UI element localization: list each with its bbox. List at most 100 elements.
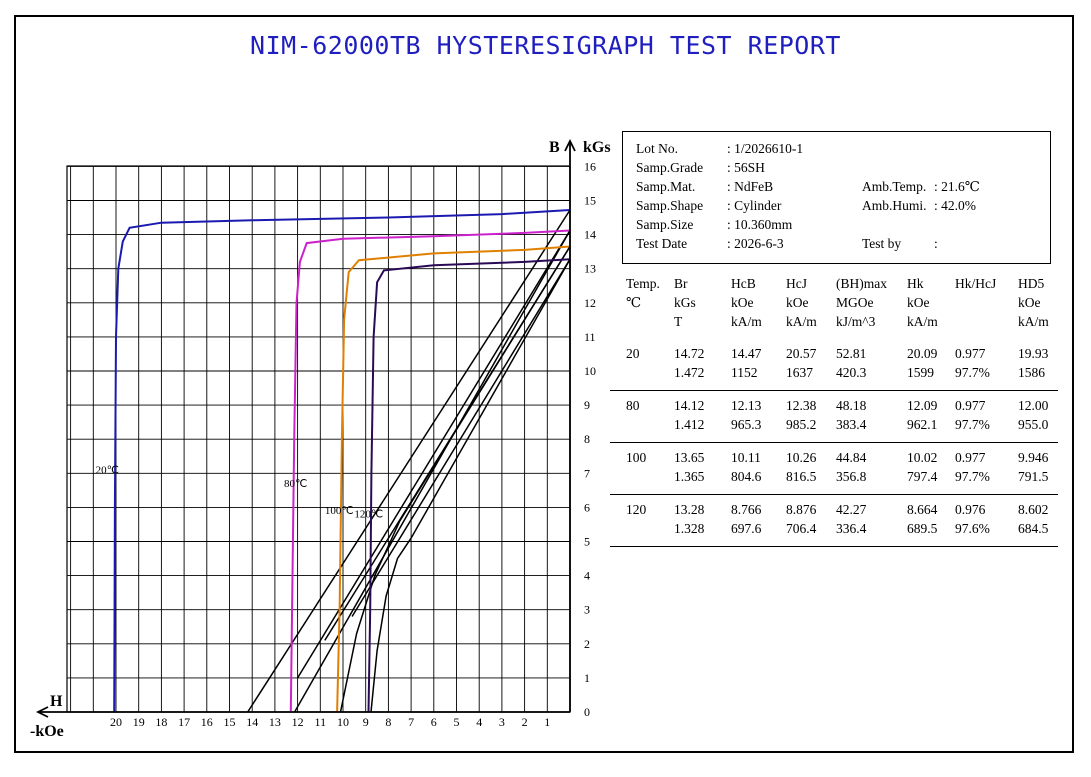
x-tick-label: 6 bbox=[431, 715, 437, 729]
table-header-cell: Br bbox=[674, 276, 688, 291]
intrinsic-curve bbox=[367, 258, 571, 713]
table-value-cell: 14.47 bbox=[731, 346, 762, 361]
x-tick-label: 2 bbox=[522, 715, 528, 729]
x-tick-label: 1 bbox=[544, 715, 550, 729]
table-value-cell: 97.7% bbox=[955, 365, 990, 380]
lot-value: : 1/2026610-1 bbox=[727, 141, 804, 156]
normal-curve bbox=[293, 230, 571, 713]
recoil-line bbox=[296, 230, 571, 679]
table-header-cell: kA/m bbox=[731, 314, 762, 329]
y-tick-label: 11 bbox=[584, 330, 596, 344]
y-tick-label: 1 bbox=[584, 671, 590, 685]
amb-humi-label: Amb.Humi. bbox=[862, 198, 927, 213]
table-value-cell: 1152 bbox=[731, 365, 758, 380]
test-by-value: : bbox=[934, 236, 938, 251]
x-tick-label: 10 bbox=[337, 715, 349, 729]
table-value-cell: 12.38 bbox=[786, 398, 817, 413]
y-axis-unit: kGs bbox=[583, 139, 611, 156]
table-value-cell: 10.02 bbox=[907, 450, 938, 465]
table-value-cell: 1586 bbox=[1018, 365, 1045, 380]
x-tick-label: 12 bbox=[292, 715, 304, 729]
x-tick-label: 19 bbox=[133, 715, 145, 729]
table-header-cell: HcJ bbox=[786, 276, 807, 291]
size-value: : 10.360mm bbox=[727, 217, 793, 232]
table-row-separator bbox=[610, 390, 1058, 391]
table-value-cell: 97.6% bbox=[955, 521, 990, 536]
y-tick-label: 7 bbox=[584, 466, 590, 480]
table-row-separator bbox=[610, 546, 1058, 547]
x-tick-label: 15 bbox=[224, 715, 236, 729]
table-value-cell: 8.602 bbox=[1018, 502, 1049, 517]
y-tick-label: 15 bbox=[584, 194, 596, 208]
table-header-cell: kOe bbox=[1018, 295, 1041, 310]
y-axis-label: B bbox=[549, 139, 560, 156]
size-label: Samp.Size bbox=[636, 217, 694, 232]
report-title: NIM-62000TB HYSTERESIGRAPH TEST REPORT bbox=[250, 31, 841, 60]
x-tick-label: 7 bbox=[408, 715, 414, 729]
table-header-cell: T bbox=[674, 314, 683, 329]
table-value-cell: 9.946 bbox=[1018, 450, 1049, 465]
table-value-cell: 48.18 bbox=[836, 398, 867, 413]
x-tick-label: 17 bbox=[178, 715, 190, 729]
y-tick-label: 12 bbox=[584, 296, 596, 310]
y-tick-label: 0 bbox=[584, 705, 590, 719]
table-value-cell: 1637 bbox=[786, 365, 813, 380]
table-value-cell: 0.977 bbox=[955, 346, 986, 361]
y-tick-label: 3 bbox=[584, 603, 590, 617]
table-temp-cell: 80 bbox=[626, 398, 640, 413]
x-tick-label: 9 bbox=[363, 715, 369, 729]
table-value-cell: 689.5 bbox=[907, 521, 938, 536]
table-value-cell: 1.412 bbox=[674, 417, 705, 432]
table-temp-cell: 100 bbox=[626, 450, 647, 465]
table-value-cell: 10.11 bbox=[731, 450, 761, 465]
table-value-cell: 8.664 bbox=[907, 502, 938, 517]
table-value-cell: 791.5 bbox=[1018, 469, 1049, 484]
y-tick-label: 4 bbox=[584, 569, 590, 583]
intrinsic-curve bbox=[289, 229, 571, 713]
recoil-line bbox=[351, 258, 571, 617]
table-value-cell: 336.4 bbox=[836, 521, 867, 536]
table-value-cell: 1.365 bbox=[674, 469, 705, 484]
table-value-cell: 44.84 bbox=[836, 450, 867, 465]
x-tick-label: 14 bbox=[246, 715, 258, 729]
series-label: 80℃ bbox=[284, 478, 307, 490]
table-value-cell: 965.3 bbox=[731, 417, 762, 432]
table-value-cell: 19.93 bbox=[1018, 346, 1049, 361]
table-value-cell: 14.72 bbox=[674, 346, 705, 361]
date-label: Test Date bbox=[636, 236, 688, 251]
table-header-cell: (BH)max bbox=[836, 276, 887, 291]
grade-value: : 56SH bbox=[727, 160, 765, 175]
table-value-cell: 962.1 bbox=[907, 417, 938, 432]
y-tick-label: 16 bbox=[584, 159, 596, 173]
table-header-cell: kOe bbox=[907, 295, 930, 310]
table-value-cell: 816.5 bbox=[786, 469, 817, 484]
x-tick-label: 20 bbox=[110, 715, 122, 729]
table-value-cell: 97.7% bbox=[955, 469, 990, 484]
table-value-cell: 97.7% bbox=[955, 417, 990, 432]
x-tick-label: 8 bbox=[385, 715, 391, 729]
table-header-cell: kA/m bbox=[907, 314, 938, 329]
y-tick-label: 9 bbox=[584, 398, 590, 412]
amb-temp-label: Amb.Temp. bbox=[862, 179, 927, 194]
table-row-separator bbox=[610, 494, 1058, 495]
table-value-cell: 955.0 bbox=[1018, 417, 1049, 432]
sample-info-box: Lot No. : 1/2026610-1 Samp.Grade : 56SH … bbox=[622, 131, 1051, 264]
mat-label: Samp.Mat. bbox=[636, 179, 696, 194]
mat-value: : NdFeB bbox=[727, 179, 774, 194]
chart-axes: B kGs H -kOe bbox=[30, 138, 611, 740]
table-value-cell: 8.876 bbox=[786, 502, 817, 517]
table-value-cell: 697.6 bbox=[731, 521, 762, 536]
amb-humi-value: : 42.0% bbox=[934, 198, 976, 213]
amb-temp-value: : 21.6℃ bbox=[934, 179, 980, 194]
x-axis-unit: -kOe bbox=[30, 723, 64, 740]
table-value-cell: 12.00 bbox=[1018, 398, 1049, 413]
lot-label: Lot No. bbox=[636, 141, 678, 156]
y-tick-label: 13 bbox=[584, 262, 596, 276]
x-tick-label: 11 bbox=[315, 715, 327, 729]
table-value-cell: 1.328 bbox=[674, 521, 705, 536]
table-header-cell: kGs bbox=[674, 295, 696, 310]
y-tick-label: 8 bbox=[584, 432, 590, 446]
table-value-cell: 706.4 bbox=[786, 521, 817, 536]
table-value-cell: 52.81 bbox=[836, 346, 867, 361]
